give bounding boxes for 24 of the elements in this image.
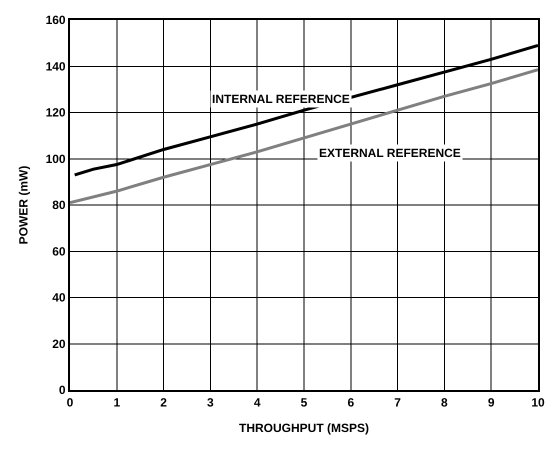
y-tick-label: 40 bbox=[52, 290, 66, 305]
x-tick-label: 2 bbox=[160, 395, 168, 410]
y-tick-label: 120 bbox=[46, 106, 66, 120]
x-tick-label: 8 bbox=[441, 395, 448, 410]
series-label: INTERNAL REFERENCE bbox=[212, 92, 350, 106]
x-tick-label: 9 bbox=[488, 395, 495, 410]
y-axis-title: POWER (mW) bbox=[16, 166, 30, 244]
x-tick-label: 3 bbox=[207, 395, 214, 410]
y-tick-label: 100 bbox=[46, 152, 66, 166]
x-tick-label: 7 bbox=[394, 395, 402, 410]
x-tick-label: 6 bbox=[347, 395, 354, 410]
line-series bbox=[70, 68, 538, 204]
y-tick-label: 160 bbox=[46, 13, 66, 28]
y-tick-label: 140 bbox=[46, 59, 66, 74]
y-tick-label: 60 bbox=[52, 244, 66, 258]
y-tick-label: 0 bbox=[58, 383, 66, 398]
x-tick-label: 5 bbox=[300, 395, 308, 410]
x-axis-title: THROUGHPUT (MSPS) bbox=[239, 420, 369, 435]
x-tick-label: 10 bbox=[531, 395, 545, 410]
x-tick-label: 4 bbox=[254, 395, 261, 410]
y-tick-label: 80 bbox=[52, 198, 66, 212]
series-label: EXTERNAL REFERENCE bbox=[319, 146, 461, 160]
y-tick-label: 20 bbox=[52, 336, 66, 351]
x-tick-label: 1 bbox=[113, 395, 120, 410]
